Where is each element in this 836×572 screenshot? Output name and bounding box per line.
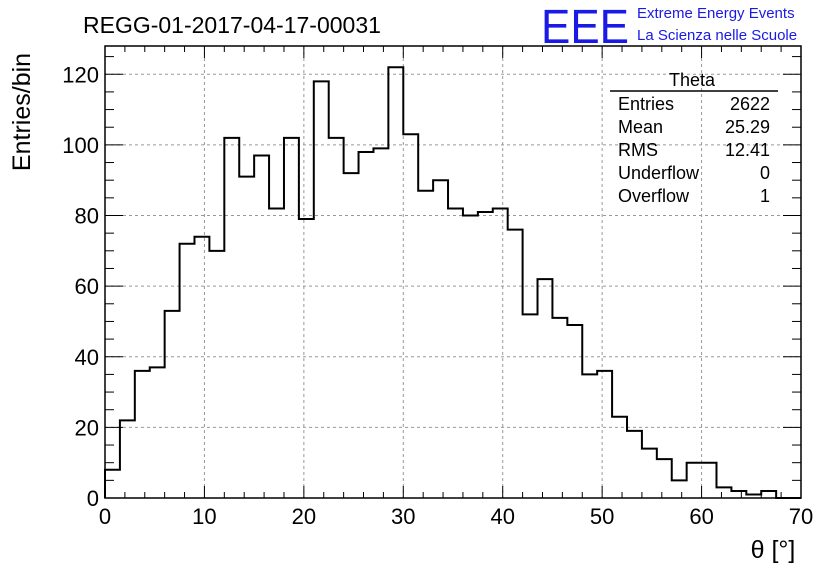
x-tick-label: 0 bbox=[99, 504, 111, 529]
stats-rows: Entries 2622 Mean 25.29 RMS 12.41 Underflow 0 Ov… bbox=[618, 94, 770, 206]
y-tick-label: 80 bbox=[75, 204, 99, 229]
histogram-bin bbox=[388, 67, 403, 498]
y-tick-label: 0 bbox=[87, 486, 99, 511]
stats-title: Theta bbox=[669, 70, 716, 90]
histogram-bin bbox=[180, 244, 195, 498]
histogram-bin bbox=[642, 449, 657, 498]
histogram-bin bbox=[120, 420, 135, 498]
stats-value: 0 bbox=[760, 163, 770, 183]
histogram-bin bbox=[254, 155, 269, 498]
histogram-bin bbox=[344, 173, 359, 498]
histogram-bin bbox=[165, 311, 180, 498]
x-tick-label: 70 bbox=[789, 504, 813, 529]
histogram-bin bbox=[269, 208, 284, 498]
histogram-outline bbox=[104, 66, 801, 499]
x-axis-label: θ [°] bbox=[751, 536, 796, 564]
stats-label: Mean bbox=[618, 117, 663, 137]
histogram-bin bbox=[582, 374, 597, 498]
histogram-bin bbox=[612, 417, 627, 498]
histogram bbox=[104, 66, 801, 499]
histogram-bin bbox=[523, 314, 538, 498]
histogram-bin bbox=[314, 81, 329, 498]
histogram-bin bbox=[433, 180, 448, 498]
stats-value: 12.41 bbox=[725, 140, 770, 160]
y-tick-label: 20 bbox=[75, 415, 99, 440]
histogram-bin bbox=[224, 138, 239, 498]
histogram-bin bbox=[463, 216, 478, 499]
logo-line-1: Extreme Energy Events bbox=[637, 5, 795, 22]
histogram-bin bbox=[373, 148, 388, 498]
histogram-bin bbox=[284, 138, 299, 498]
x-tick-label: 30 bbox=[391, 504, 415, 529]
x-tick-label: 20 bbox=[292, 504, 316, 529]
histogram-bin bbox=[403, 134, 418, 498]
histogram-bin bbox=[448, 208, 463, 498]
stats-label: Underflow bbox=[618, 163, 700, 183]
stats-value: 2622 bbox=[730, 94, 770, 114]
histogram-bin bbox=[567, 325, 582, 498]
histogram-bin bbox=[731, 491, 746, 498]
stats-label: Overflow bbox=[618, 186, 690, 206]
histogram-bin bbox=[478, 212, 493, 498]
y-axis-label: Entries/bin bbox=[8, 53, 36, 171]
x-tick-label: 10 bbox=[192, 504, 216, 529]
stats-label: RMS bbox=[618, 140, 658, 160]
axis-ticks bbox=[104, 46, 802, 499]
histogram-bin bbox=[672, 480, 687, 498]
histogram-bin bbox=[508, 230, 523, 498]
y-tick-label: 40 bbox=[75, 345, 99, 370]
histogram-bin bbox=[209, 251, 224, 498]
histogram-bin bbox=[150, 367, 165, 498]
histogram-bin bbox=[418, 191, 433, 498]
logo-line-2: La Scienza nelle Scuole bbox=[637, 27, 797, 44]
eee-logo-mark: EEE bbox=[541, 1, 629, 54]
histogram-bin bbox=[687, 463, 702, 498]
y-tick-label: 60 bbox=[75, 274, 99, 299]
histogram-bin bbox=[105, 470, 120, 498]
y-tick-label: 120 bbox=[62, 62, 99, 87]
plot-frame bbox=[104, 45, 802, 499]
histogram-bin bbox=[329, 138, 344, 498]
histogram-bin bbox=[135, 371, 150, 498]
chart-title: REGG-01-2017-04-17-00031 bbox=[83, 12, 381, 38]
histogram-bin bbox=[702, 463, 717, 498]
histogram-bin bbox=[597, 371, 612, 498]
stats-box: Theta Entries 2622 Mean 25.29 RMS 12.41 Underf… bbox=[610, 70, 778, 206]
histogram-bin bbox=[761, 491, 776, 498]
stats-value: 25.29 bbox=[725, 117, 770, 137]
x-tick-label: 50 bbox=[590, 504, 614, 529]
x-tick-label: 60 bbox=[689, 504, 713, 529]
histogram-bin bbox=[538, 279, 553, 498]
histogram-bin bbox=[299, 219, 314, 498]
stats-value: 1 bbox=[760, 186, 770, 206]
x-tick-label: 40 bbox=[490, 504, 514, 529]
histogram-bin bbox=[493, 208, 508, 498]
histogram-bin bbox=[552, 318, 567, 498]
histogram-bin bbox=[239, 177, 254, 498]
y-tick-label: 100 bbox=[62, 133, 99, 158]
eee-logo: EEE Extreme Energy Events La Scienza nel… bbox=[541, 1, 797, 54]
grid bbox=[105, 46, 801, 498]
histogram-bin bbox=[359, 152, 374, 498]
stats-label: Entries bbox=[618, 94, 674, 114]
histogram-bin bbox=[716, 487, 731, 498]
histogram-bin bbox=[657, 459, 672, 498]
histogram-bin bbox=[194, 237, 209, 498]
histogram-bin bbox=[627, 431, 642, 498]
